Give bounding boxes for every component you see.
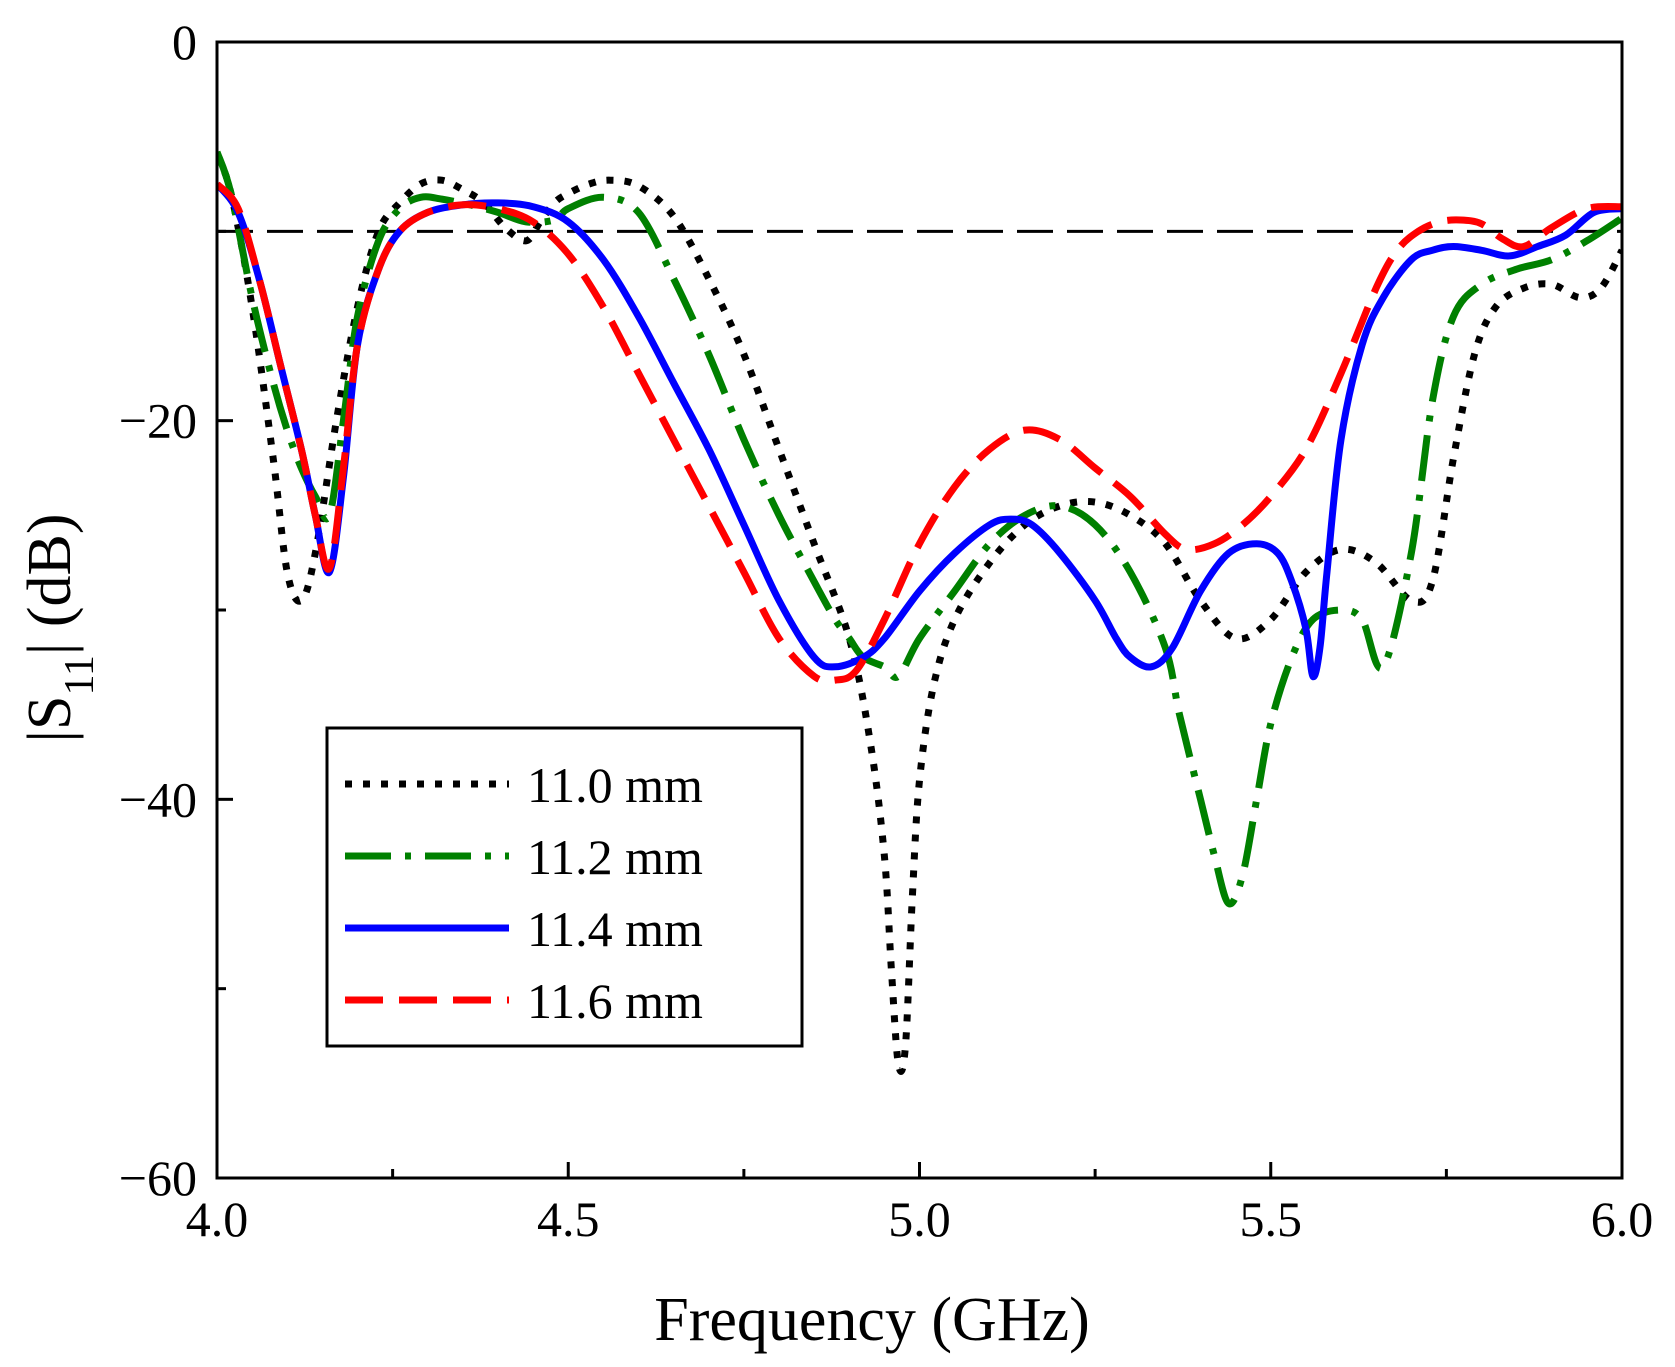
x-tick-label: 5.0 xyxy=(888,1191,951,1247)
y-axis-title-pre: |S xyxy=(16,696,84,743)
legend-label-2: 11.4 mm xyxy=(527,901,703,957)
x-axis-title: Frequency (GHz) xyxy=(654,1286,1090,1354)
plot-area xyxy=(217,150,1622,1075)
x-tick-label: 6.0 xyxy=(1591,1191,1654,1247)
series-line-2 xyxy=(217,181,1622,681)
series-group xyxy=(217,150,1622,1075)
legend-label-0: 11.0 mm xyxy=(527,757,703,813)
x-tick-label: 4.0 xyxy=(186,1191,249,1247)
y-axis-title: |S11| (dB) xyxy=(16,514,103,743)
y-tick-label: −40 xyxy=(119,771,197,827)
legend-label-1: 11.2 mm xyxy=(527,829,703,885)
y-tick-label: −60 xyxy=(119,1150,197,1206)
plot-frame xyxy=(215,40,1624,1180)
y-axis-title-post: | (dB) xyxy=(16,514,84,656)
y-tick-label: −20 xyxy=(119,393,197,449)
series-line-0 xyxy=(217,154,1622,1075)
x-tick-label: 4.5 xyxy=(537,1191,600,1247)
y-tick-label: 0 xyxy=(172,14,197,70)
y-axis-title-sub: 11 xyxy=(57,655,103,695)
tick-labels: 4.0 4.5 5.0 5.5 6.0 0 −20 −40 −60 xyxy=(119,14,1653,1247)
legend-box xyxy=(325,726,804,1048)
x-tick-label: 5.5 xyxy=(1240,1191,1303,1247)
legend: 11.0 mm 11.2 mm 11.4 mm 11.6 mm xyxy=(325,726,804,1048)
legend-label-3: 11.6 mm xyxy=(527,973,703,1029)
